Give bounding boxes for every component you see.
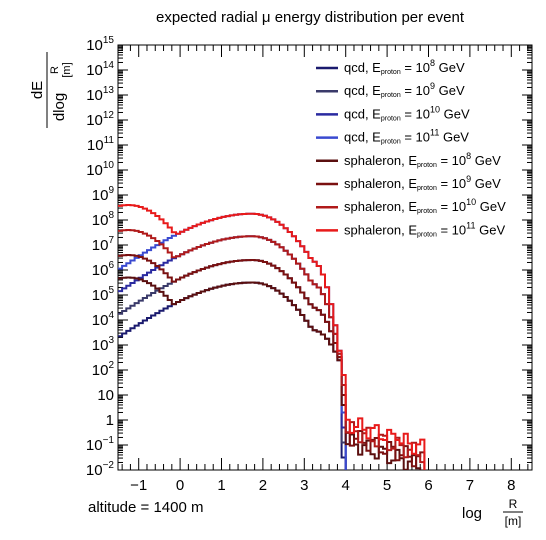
y-axis-ticks: 1015 1014 1013 1012 1011 1010 109 108 107 106 105 1… <box>86 35 532 479</box>
series-line-qcd-8 <box>118 281 347 470</box>
x-tick-label: 7 <box>466 477 474 494</box>
y-tick-label: 1014 <box>86 60 114 79</box>
y-tick-label: 1 <box>106 412 114 429</box>
y-tick-label: 104 <box>92 310 115 329</box>
y-label-frac-num: R <box>49 66 61 74</box>
series-line-sphaleron-11 <box>118 204 426 470</box>
legend-entry: qcd, Eproton = 1010 GeV <box>344 104 470 122</box>
y-tick-label: 1010 <box>86 160 114 179</box>
x-label-frac-den: [m] <box>505 514 522 528</box>
y-tick-label: 109 <box>92 185 115 204</box>
y-tick-label: 102 <box>92 360 115 379</box>
x-tick-label: 3 <box>300 477 308 494</box>
y-label-numerator: dE <box>29 81 46 99</box>
y-tick-label: 10−2 <box>86 460 115 479</box>
x-tick-label: 6 <box>424 477 432 494</box>
x-axis-label: log R [m] <box>462 497 523 528</box>
y-tick-label: 1013 <box>86 85 114 104</box>
x-tick-label: 8 <box>507 477 515 494</box>
altitude-annotation: altitude = 1400 m <box>88 499 204 516</box>
legend-entry: sphaleron, Eproton = 108 GeV <box>344 151 501 169</box>
plot-frame <box>117 44 533 471</box>
y-tick-label: 103 <box>92 335 115 354</box>
y-label-frac-den: [m] <box>61 62 73 77</box>
legend-entry: sphaleron, Eproton = 109 GeV <box>344 174 501 192</box>
legend-entry: sphaleron, Eproton = 1011 GeV <box>344 220 505 238</box>
series-line-qcd-11 <box>118 212 347 470</box>
x-tick-label: 2 <box>259 477 267 494</box>
series-line-qcd-9 <box>118 259 347 470</box>
legend: qcd, Eproton = 108 GeV qcd, Eproton = 109… <box>316 58 506 238</box>
y-tick-label: 1011 <box>87 135 115 154</box>
x-tick-label: −1 <box>130 477 147 494</box>
y-tick-label: 1015 <box>86 35 114 54</box>
y-label-prefix: dlog <box>51 93 68 121</box>
y-tick-label: 10−1 <box>86 435 115 454</box>
y-tick-label: 1012 <box>86 110 114 129</box>
legend-entry: qcd, Eproton = 108 GeV <box>344 58 465 76</box>
y-tick-label: 10 <box>97 387 114 404</box>
legend-entry: qcd, Eproton = 109 GeV <box>344 81 465 99</box>
x-tick-label: 1 <box>217 477 225 494</box>
y-tick-label: 105 <box>92 285 115 304</box>
legend-entry: sphaleron, Eproton = 1010 GeV <box>344 197 506 215</box>
x-tick-label: 5 <box>383 477 391 494</box>
y-tick-label: 108 <box>92 210 115 229</box>
y-tick-label: 107 <box>92 235 115 254</box>
series-line-sphaleron-10 <box>118 229 426 470</box>
x-label-prefix: log <box>462 505 482 522</box>
legend-entry: qcd, Eproton = 1011 GeV <box>344 128 469 146</box>
x-tick-label: 4 <box>342 477 350 494</box>
x-tick-label: 0 <box>176 477 184 494</box>
series-line-qcd-10 <box>118 235 347 470</box>
series-line-sphaleron-8 <box>118 276 422 470</box>
y-tick-label: 106 <box>92 260 115 279</box>
x-label-frac-num: R <box>509 497 518 511</box>
series-layer <box>118 204 426 470</box>
chart-title: expected radial μ energy distribution pe… <box>156 9 465 26</box>
y-axis-label: dE dlog R [m] <box>29 52 73 128</box>
